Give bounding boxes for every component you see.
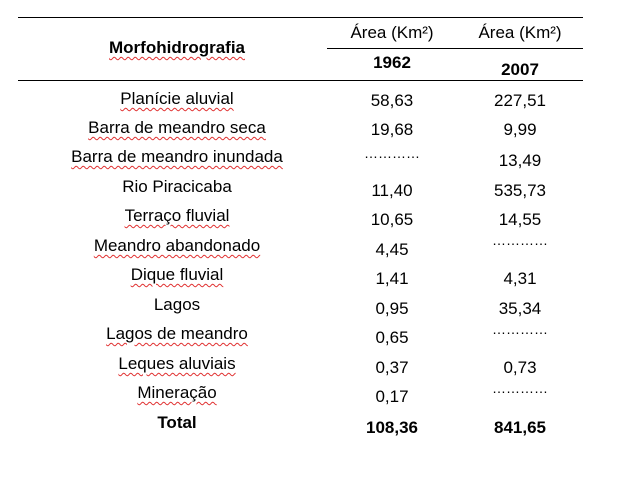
row-name: Meandro abandonado	[28, 236, 326, 256]
header-year-1962: 1962	[373, 53, 411, 72]
row-value-2007: 227,51	[494, 91, 546, 110]
row-name: Barra de meandro seca	[28, 118, 326, 138]
row-name-text: Dique fluvial	[130, 265, 224, 284]
row-name-text: Lagos de meandro	[106, 324, 248, 343]
row-value-1962: 0,37	[375, 358, 409, 377]
row-value-1962: 58,63	[370, 91, 414, 110]
row-name-text: Leques aluviais	[118, 354, 236, 373]
row-value-1962: 0,17	[375, 387, 409, 406]
row-name: Rio Piracicaba	[28, 177, 326, 197]
row-value-2007: 4,31	[503, 269, 537, 288]
row-name: Leques aluviais	[28, 354, 326, 374]
row-name-text: Meandro abandonado	[93, 236, 261, 255]
header-divider-rule	[327, 48, 583, 49]
total-value-2007: 841,65	[494, 418, 546, 437]
row-name: Lagos de meandro	[28, 324, 326, 344]
row-name: Planície aluvial	[28, 89, 326, 109]
total-value-1962: 108,36	[366, 418, 418, 437]
row-name-text: Mineração	[137, 383, 217, 402]
row-name-text: Planície aluvial	[120, 89, 234, 108]
total-label: Total	[157, 413, 197, 432]
row-name-text: Lagos	[153, 295, 201, 314]
row-value-2007: …………	[492, 321, 548, 337]
row-value-1962: 11,40	[371, 181, 413, 200]
row-value-1962: 0,65	[375, 328, 409, 347]
row-value-1962: 19,68	[370, 120, 414, 139]
row-name: Lagos	[28, 295, 326, 315]
row-name: Barra de meandro inundada	[28, 147, 326, 167]
table-top-rule	[18, 17, 583, 18]
row-value-2007: 35,34	[498, 299, 542, 318]
header-area-1962-label: Área (Km²)	[350, 23, 434, 42]
row-name: Dique fluvial	[28, 265, 326, 285]
row-name-text: Rio Piracicaba	[122, 177, 232, 196]
row-name: Mineração	[28, 383, 326, 403]
row-value-2007: 535,73	[494, 181, 546, 200]
row-value-1962: 10,65	[370, 210, 414, 229]
header-bottom-rule	[18, 80, 583, 81]
header-area-2007-label: Área (Km²)	[478, 23, 562, 42]
row-value-2007: 14,55	[498, 210, 542, 229]
row-name-text: Barra de meandro seca	[88, 118, 266, 137]
row-value-2007: 0,73	[503, 358, 537, 377]
header-morfohidrografia: Morfohidrografia	[109, 38, 245, 57]
row-value-1962: …………	[364, 145, 420, 161]
row-value-2007: 13,49	[498, 151, 542, 170]
row-value-1962: 1,41	[375, 269, 409, 288]
row-value-2007: …………	[492, 380, 548, 396]
row-value-2007: 9,99	[503, 120, 537, 139]
row-value-2007: …………	[492, 232, 548, 248]
row-name-text: Terraço fluvial	[124, 206, 230, 225]
row-name: Terraço fluvial	[28, 206, 326, 226]
row-value-1962: 4,45	[375, 240, 409, 259]
row-value-1962: 0,95	[375, 299, 409, 318]
header-year-2007: 2007	[501, 60, 539, 79]
row-name-text: Barra de meandro inundada	[71, 147, 283, 166]
